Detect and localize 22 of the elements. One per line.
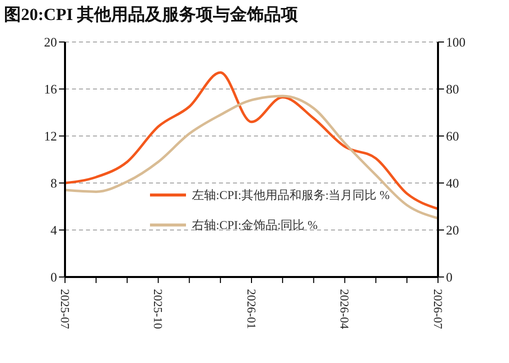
y2-tick-label: 100 [446,34,466,50]
y2-tick-label: 80 [446,82,459,97]
x-tick-label: 2026-01 [244,289,258,329]
y-tick-label: 4 [50,222,58,238]
legend-label: 左轴:CPI:其他用品和服务:当月同比 % [192,186,390,204]
chart-title: 图20:CPI 其他用品及服务项与金饰品项 [4,4,298,26]
y2-tick-label: 20 [446,222,459,238]
y-tick-label: 8 [50,176,57,191]
x-tick-label: 2025-07 [58,289,72,329]
y-tick-label: 20 [44,34,57,50]
y-tick-label: 12 [44,128,57,144]
y2-tick-label: 60 [446,128,459,144]
y2-tick-label: 40 [446,176,459,191]
x-tick-label: 2026-04 [338,289,352,329]
y2-tick-label: 0 [446,270,452,285]
x-tick-label: 2026-07 [430,289,445,329]
y-tick-label: 0 [50,270,57,285]
line-series [64,94,440,220]
line-series [64,71,440,210]
legend-label: 右轴:CPI:金饰品:同比 % [192,216,318,234]
y-tick-label: 16 [44,82,58,97]
x-tick-label: 2025-10 [151,289,166,329]
